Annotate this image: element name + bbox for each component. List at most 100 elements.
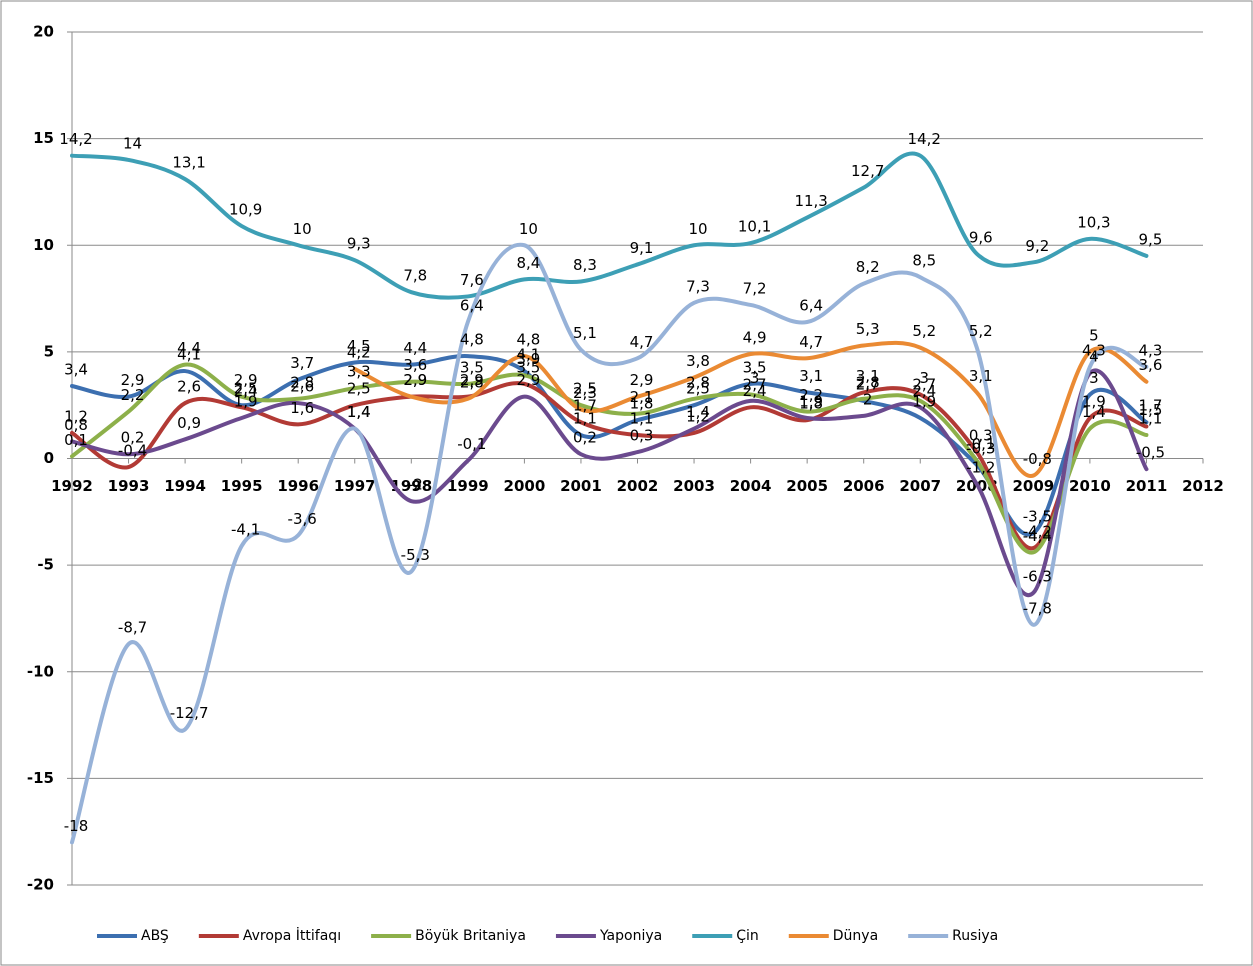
data-label: 8,3 bbox=[573, 256, 597, 274]
data-label: 7,6 bbox=[460, 271, 484, 289]
data-label: 2,4 bbox=[743, 382, 767, 400]
data-label: 0,2 bbox=[573, 429, 597, 447]
data-label: 3 bbox=[1089, 369, 1099, 387]
data-label: -8,7 bbox=[118, 619, 147, 637]
data-label: 10,3 bbox=[1077, 213, 1110, 231]
data-label: 5,2 bbox=[912, 322, 936, 340]
data-label: 1,8 bbox=[630, 395, 654, 413]
y-tick-label: 0 bbox=[44, 449, 54, 467]
series-line bbox=[70, 362, 1149, 555]
data-label: 2,5 bbox=[686, 380, 710, 398]
data-label: 10 bbox=[293, 220, 312, 238]
legend-label: Yaponiya bbox=[599, 928, 662, 944]
data-label: 2,9 bbox=[403, 371, 427, 389]
data-label: 1,7 bbox=[573, 397, 597, 415]
data-label: 13,1 bbox=[172, 154, 205, 172]
data-label: 7,2 bbox=[743, 279, 767, 297]
data-label: 4 bbox=[1089, 348, 1099, 366]
series-line bbox=[352, 340, 1149, 478]
data-label: 14,2 bbox=[908, 130, 941, 148]
x-tick-label: 1998 bbox=[390, 477, 432, 495]
data-label: 2,9 bbox=[234, 371, 258, 389]
y-tick-label: 10 bbox=[33, 236, 54, 254]
data-label: 10 bbox=[519, 220, 538, 238]
data-label: 2,1 bbox=[630, 388, 654, 406]
data-label: 2,8 bbox=[290, 373, 314, 391]
data-label: 11,3 bbox=[794, 192, 827, 210]
data-label: 2,9 bbox=[630, 371, 654, 389]
data-label: 2,3 bbox=[573, 384, 597, 402]
data-label: 3,9 bbox=[516, 350, 540, 368]
data-label: 1,6 bbox=[290, 399, 314, 417]
x-tick-label: 2003 bbox=[673, 477, 715, 495]
data-label: 9,6 bbox=[969, 228, 993, 246]
data-label: 9,3 bbox=[347, 235, 371, 253]
x-tick-label: 2012 bbox=[1182, 477, 1224, 495]
x-tick-label: 1996 bbox=[277, 477, 319, 495]
data-label: 10,9 bbox=[229, 201, 262, 219]
data-label: 4,3 bbox=[1139, 341, 1163, 359]
y-tick-label: 20 bbox=[33, 23, 54, 41]
data-label: -4,1 bbox=[231, 520, 260, 538]
data-label: 2,2 bbox=[799, 386, 823, 404]
data-label: -7,8 bbox=[1023, 599, 1052, 617]
data-label: 1,5 bbox=[1139, 401, 1163, 419]
data-label: 4,5 bbox=[347, 337, 371, 355]
legend-label: Rusiya bbox=[952, 928, 998, 944]
data-label: 7,8 bbox=[403, 267, 427, 285]
data-label: 3,6 bbox=[1139, 356, 1163, 374]
y-tick-label: -5 bbox=[37, 556, 54, 574]
data-label: 0,3 bbox=[969, 427, 993, 445]
x-tick-label: 1992 bbox=[51, 477, 93, 495]
data-label: 1,4 bbox=[686, 403, 710, 421]
data-label: -2 bbox=[408, 476, 423, 494]
data-label: 2,9 bbox=[460, 371, 484, 389]
data-label: 4,8 bbox=[460, 331, 484, 349]
data-label: 1,4 bbox=[1082, 403, 1106, 421]
legend-label: Dünya bbox=[833, 928, 878, 944]
data-label: 4,7 bbox=[630, 333, 654, 351]
x-tick-label: 2005 bbox=[786, 477, 828, 495]
data-label: 2 bbox=[863, 390, 873, 408]
x-tick-label: 2000 bbox=[504, 477, 546, 495]
data-label: 3,1 bbox=[969, 367, 993, 385]
data-label: 5,2 bbox=[969, 322, 993, 340]
data-label: 3,1 bbox=[799, 367, 823, 385]
data-label: 2,6 bbox=[177, 378, 201, 396]
data-label: -6,3 bbox=[1023, 567, 1052, 585]
x-tick-label: 2001 bbox=[560, 477, 602, 495]
data-label: 3,6 bbox=[403, 356, 427, 374]
data-label: 2,9 bbox=[516, 371, 540, 389]
legend-label: Çin bbox=[736, 928, 759, 944]
data-label: 1,4 bbox=[347, 403, 371, 421]
data-label: 7,3 bbox=[686, 277, 710, 295]
data-label: 2,8 bbox=[686, 373, 710, 391]
data-label: 2,4 bbox=[234, 382, 258, 400]
data-label: 4,1 bbox=[177, 346, 201, 364]
data-label: 1,2 bbox=[686, 407, 710, 425]
data-label: 9,5 bbox=[1139, 230, 1163, 248]
data-label: 10 bbox=[689, 220, 708, 238]
x-tick-label: 2004 bbox=[730, 477, 772, 495]
data-label: -4,2 bbox=[1023, 523, 1052, 541]
y-tick-label: -15 bbox=[27, 769, 54, 787]
data-label: 14,2 bbox=[59, 130, 92, 148]
data-label: -0,4 bbox=[118, 442, 147, 460]
x-tick-label: 2011 bbox=[1126, 477, 1168, 495]
y-tick-label: -20 bbox=[27, 876, 54, 894]
x-tick-label: 2006 bbox=[843, 477, 885, 495]
data-label: 3,7 bbox=[290, 354, 314, 372]
data-label: 0,9 bbox=[177, 414, 201, 432]
data-label: 2,9 bbox=[403, 371, 427, 389]
data-label: 3,5 bbox=[743, 358, 767, 376]
data-label: 1,9 bbox=[912, 392, 936, 410]
data-label: 0,8 bbox=[64, 416, 88, 434]
data-label: 3,1 bbox=[856, 367, 880, 385]
data-label: 2,9 bbox=[121, 371, 145, 389]
x-tick-label: 1999 bbox=[447, 477, 489, 495]
data-label: 2,7 bbox=[743, 375, 767, 393]
data-label: 2,7 bbox=[912, 375, 936, 393]
data-label: 3,5 bbox=[516, 358, 540, 376]
data-label: 8,2 bbox=[856, 258, 880, 276]
data-label: -12,7 bbox=[170, 704, 209, 722]
